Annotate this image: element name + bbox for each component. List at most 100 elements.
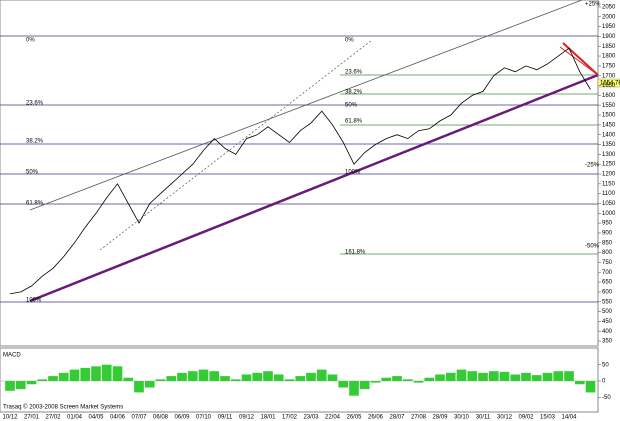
y-tick-label: 1250: [602, 162, 616, 168]
x-tick-label: 07/07: [131, 415, 147, 421]
macd-bar: [187, 371, 198, 381]
annotation: 0%: [26, 38, 35, 44]
x-tick-label: 17/02: [282, 415, 298, 421]
macd-bar: [585, 381, 596, 393]
macd-bar: [80, 367, 91, 381]
x-tick-label: 30/12: [497, 415, 513, 421]
macd-bar: [15, 381, 26, 390]
y-tick-label: 850: [602, 240, 613, 246]
price-tag-bg: [597, 78, 620, 88]
y-tick-label: 0: [602, 379, 606, 385]
y-tick-label: 900: [602, 231, 613, 237]
annotation: 161.8%: [345, 250, 366, 256]
macd-bar: [402, 379, 413, 381]
macd-bar: [123, 377, 134, 381]
y-tick-label: 1200: [602, 172, 616, 178]
macd-bar: [531, 375, 542, 381]
y-tick-label: 1700: [602, 73, 616, 79]
resistance-trend: [559, 46, 599, 76]
macd-bar: [112, 366, 123, 381]
footer: Trasaq © 2003-2008 Screen Market Systems: [3, 404, 123, 411]
y-tick-label: 1100: [602, 191, 616, 197]
macd-bar: [370, 381, 381, 383]
macd-title: MACD: [3, 353, 21, 359]
macd-bar: [306, 372, 316, 381]
macd-bar: [488, 371, 499, 381]
macd-bar: [424, 377, 435, 381]
y-tick-label: 1500: [602, 113, 616, 119]
macd-bar: [26, 381, 37, 385]
y-tick-label: 1150: [602, 181, 616, 187]
macd-bar: [58, 372, 69, 381]
macd-bar: [5, 381, 15, 391]
support-trend: [29, 73, 599, 303]
y-tick-label: 1600: [602, 93, 616, 99]
y-tick-label: 400: [602, 329, 613, 335]
price-line: [9, 47, 591, 295]
y-tick-label: 1650: [602, 83, 616, 89]
macd-bar: [134, 381, 144, 393]
y-tick-label: 1900: [602, 34, 616, 40]
y-tick-label: 1750: [602, 63, 616, 69]
y-tick-label: 1550: [602, 103, 616, 109]
macd-bar: [574, 381, 585, 385]
macd-bar: [553, 371, 564, 381]
y-tick-label: 350: [602, 339, 613, 345]
macd-bar: [478, 372, 488, 381]
y-tick-label: 2000: [602, 14, 616, 20]
macd-bar: [338, 381, 349, 388]
x-tick-label: 09/11: [218, 415, 233, 421]
macd-bar: [241, 374, 252, 381]
macd-bar: [349, 381, 359, 396]
x-tick-label: 04/06: [110, 415, 126, 421]
x-tick-label: 30/10: [454, 415, 470, 421]
macd-bar: [295, 376, 306, 381]
annotation: 38.2%: [26, 139, 44, 145]
macd-bar: [48, 376, 58, 381]
y-tick-label: 1000: [602, 211, 616, 217]
x-tick-label: 01/04: [67, 415, 83, 421]
x-tick-label: 09/02: [518, 415, 534, 421]
annotation: -25%: [585, 163, 600, 169]
macd-bar: [413, 381, 424, 383]
macd-bar: [91, 366, 101, 381]
y-tick-label: 1850: [602, 44, 616, 50]
dashed-trend: [99, 39, 373, 251]
y-tick-label: 500: [602, 309, 613, 315]
macd-bar: [316, 369, 327, 381]
y-tick-label: 50: [602, 362, 609, 368]
macd-bar: [144, 381, 155, 388]
macd-bar: [521, 372, 531, 381]
x-tick-label: 23/03: [303, 415, 319, 421]
y-tick-label: 1300: [602, 152, 616, 158]
fib-levels: [0, 35, 598, 303]
macd-bar: [435, 374, 445, 381]
macd-bar: [327, 374, 338, 381]
x-tick-label: 28/07: [389, 415, 405, 421]
macd-bar: [445, 372, 456, 381]
macd-bar: [359, 381, 370, 390]
macd-bar: [220, 376, 230, 381]
macd-bar: [392, 376, 402, 381]
macd-bar: [252, 372, 263, 381]
annotation: 0%: [345, 38, 354, 44]
channel-line: [29, 0, 583, 211]
x-tick-label: 07/10: [196, 415, 212, 421]
macd-bar: [37, 379, 48, 381]
annotation: 50%: [345, 103, 358, 109]
macd-bar: [542, 372, 553, 381]
y-tick-label: 1950: [602, 24, 616, 30]
annotation: +25%: [585, 2, 601, 8]
y-tick-label: 700: [602, 270, 613, 276]
macd-bar: [209, 371, 220, 381]
x-tick-label: 15/03: [540, 415, 556, 421]
macd-bar: [263, 371, 273, 381]
macd-bar: [456, 369, 467, 381]
y-tick-label: 950: [602, 221, 613, 227]
annotation: 61.8%: [345, 119, 363, 125]
x-tick-label: 26/06: [368, 415, 384, 421]
y-tick-label: 1450: [602, 122, 616, 128]
annotation: 38.2%: [345, 90, 363, 96]
macd-bar: [69, 369, 80, 381]
